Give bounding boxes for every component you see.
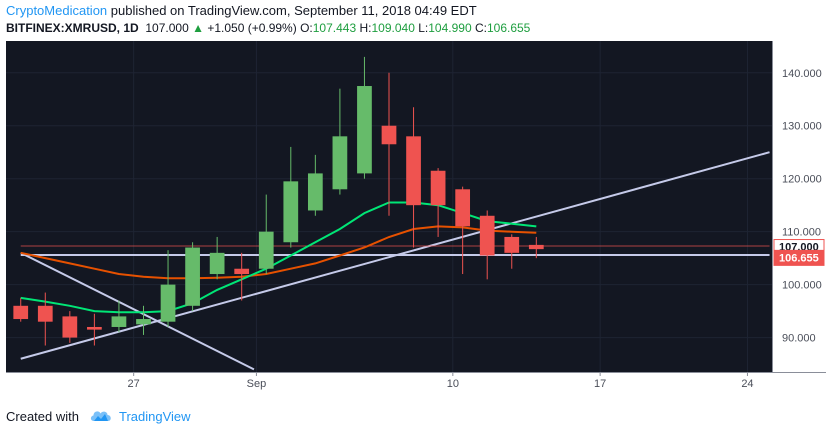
candle-body: [357, 86, 372, 174]
candle-body: [234, 268, 250, 275]
y-tick-label: 130.000: [782, 121, 822, 133]
candle-body: [37, 305, 53, 322]
y-tick-label: 120.000: [782, 174, 822, 186]
candle-body: [185, 247, 200, 306]
open-value: 107.443: [312, 21, 357, 35]
trendline: [20, 251, 255, 371]
price-label: 106.655: [779, 252, 819, 264]
candle-body: [87, 326, 102, 330]
chart-svg[interactable]: 140.000 130.000 120.000 110.000 100.000 90.00…: [6, 41, 826, 393]
high-label: H:: [359, 21, 372, 35]
publish-info: CryptoMedication published on TradingVie…: [6, 3, 477, 18]
x-tick-label: 10: [447, 378, 459, 390]
candle-body: [332, 136, 348, 190]
high-value: 109.040: [371, 21, 415, 35]
x-tick-label: 27: [128, 378, 140, 390]
x-tick-label: Sep: [247, 378, 267, 390]
tradingview-link[interactable]: TradingView: [118, 409, 191, 424]
low-label: L:: [418, 21, 429, 35]
y-tick-label: 100.000: [782, 280, 822, 292]
open-label: O:: [300, 21, 313, 35]
x-tick-label: 24: [741, 378, 753, 390]
last-price: 107.000: [145, 21, 189, 35]
x-tick-label: 17: [594, 378, 606, 390]
candle-body: [455, 189, 471, 227]
y-tick-label: 90.000: [782, 333, 816, 345]
candle-body: [160, 284, 176, 322]
candle-body: [136, 319, 151, 325]
created-with-text: Created with: [6, 409, 79, 424]
candle-body: [381, 125, 397, 145]
low-value: 104.990: [428, 21, 472, 35]
candle-body: [62, 316, 78, 338]
footer: Created with TradingView: [6, 408, 191, 425]
price-change: +1.050 (+0.99%): [207, 21, 297, 35]
candle-body: [283, 181, 299, 243]
price-label-box: [773, 249, 825, 266]
candle-body: [406, 136, 421, 206]
tradingview-cloud-icon: [89, 408, 113, 425]
y-tick-label: 140.000: [782, 68, 822, 80]
price-axis: [772, 41, 826, 393]
price-chart[interactable]: 140.000 130.000 120.000 110.000 100.000 90.00…: [6, 41, 826, 393]
change-up-icon: ▲: [192, 21, 204, 35]
candle-body: [13, 305, 29, 320]
candle-body: [528, 244, 544, 250]
candle-body: [111, 316, 127, 327]
published-text: published on TradingView.com, September …: [107, 3, 477, 18]
symbol-label: BITFINEX:XMRUSD, 1D: [6, 21, 139, 35]
candle-body: [258, 231, 274, 269]
plot-content: [13, 56, 770, 371]
moving-average-slow: [20, 225, 537, 280]
candle-body: [430, 170, 446, 206]
symbol-info: BITFINEX:XMRUSD, 1D 107.000 ▲ +1.050 (+0…: [6, 21, 530, 35]
candle-body: [479, 215, 495, 256]
candle-body: [209, 252, 225, 275]
moving-average-fast: [20, 201, 537, 314]
candle-body: [504, 236, 520, 253]
author-link[interactable]: CryptoMedication: [6, 3, 108, 18]
y-tick-label: 110.000: [782, 227, 821, 239]
close-label: C:: [474, 21, 487, 35]
close-value: 106.655: [486, 21, 531, 35]
candle-body: [307, 173, 323, 211]
